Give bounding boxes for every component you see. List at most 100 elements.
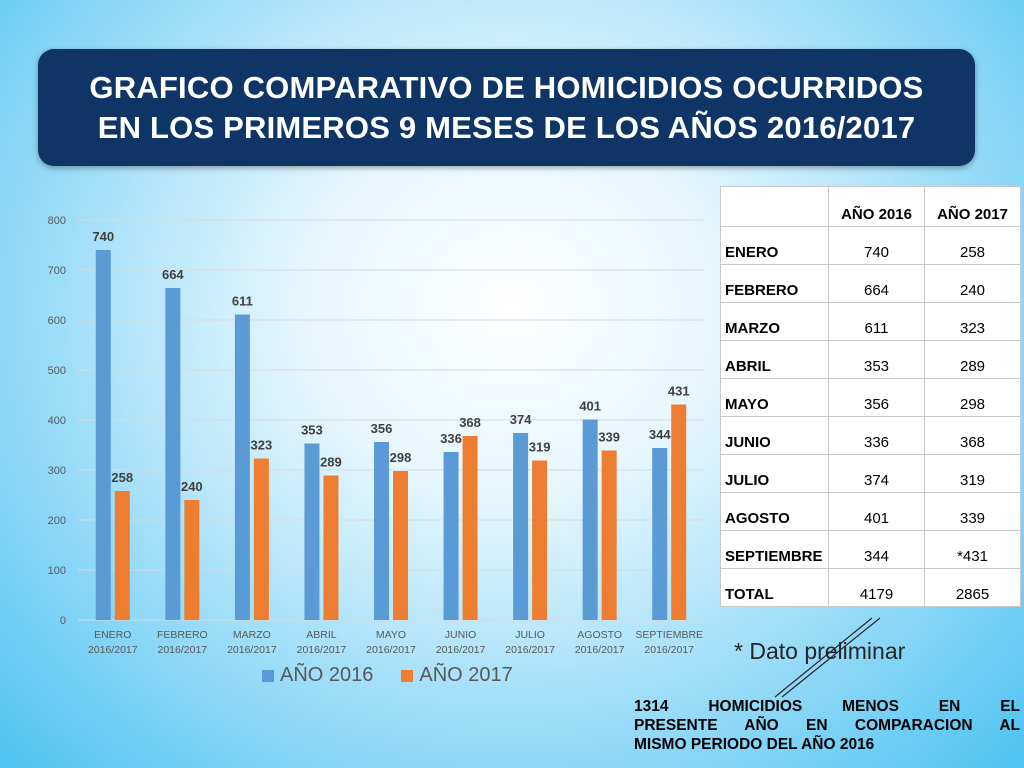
summary-line-2: PRESENTE AÑO EN COMPARACION AL: [634, 717, 1020, 734]
table-cell-month: ABRIL: [720, 340, 829, 379]
summary-text: 1314 HOMICIDIOS MENOS EN EL PRESENTE AÑO…: [634, 697, 1020, 754]
table-header-row: AÑO 2016 AÑO 2017: [720, 186, 1021, 227]
table-header-cell: [720, 186, 829, 227]
data-label-2017: 298: [390, 450, 412, 465]
data-table: AÑO 2016 AÑO 2017 ENERO 740 258 FEBRERO 664…: [720, 186, 1021, 607]
x-tick-label: ABRIL: [306, 629, 337, 641]
legend-item-2017: AÑO 2017: [401, 664, 513, 687]
data-label-2017: 339: [598, 430, 620, 445]
x-tick-label: MARZO: [233, 629, 271, 641]
bar-2017: [323, 475, 339, 620]
bar-2016: [165, 288, 181, 620]
table-row: AGOSTO 401 339: [720, 492, 1021, 531]
table-cell-2016: 611: [828, 302, 925, 341]
data-label-2017: 319: [529, 440, 551, 455]
table-cell-2016: 401: [828, 492, 925, 531]
x-tick-label: ENERO: [94, 629, 131, 641]
legend-swatch-2017: [401, 669, 414, 682]
data-label-2016: 336: [440, 431, 462, 446]
table-cell-month: SEPTIEMBRE: [720, 530, 829, 569]
data-label-2017: 258: [111, 470, 133, 485]
table-header-cell: AÑO 2017: [924, 186, 1021, 227]
table-row: JULIO 374 319: [720, 454, 1021, 493]
bar-2017: [462, 436, 478, 620]
bar-2016: [374, 442, 389, 620]
table-cell-2017: *431: [924, 530, 1021, 569]
x-tick-label: AGOSTO: [577, 629, 622, 641]
x-tick-label: 2016/2017: [297, 644, 347, 656]
bar-2017: [532, 460, 548, 620]
bar-2016: [582, 419, 598, 620]
table-cell-2017: 240: [924, 264, 1021, 303]
chart-legend: AÑO 2016 AÑO 2017: [262, 664, 541, 687]
x-tick-label: SEPTIEMBRE: [635, 629, 703, 641]
y-tick-label: 200: [48, 515, 66, 527]
legend-label-2017: AÑO 2017: [419, 664, 513, 686]
x-tick-label: JUNIO: [445, 629, 477, 641]
table-row: ENERO 740 258: [720, 226, 1021, 265]
table-cell-2017: 323: [924, 302, 1021, 341]
data-label-2016: 356: [371, 421, 393, 436]
table-header-cell: AÑO 2016: [828, 186, 925, 227]
table-cell-2016: 344: [828, 530, 925, 569]
x-tick-label: 2016/2017: [644, 644, 694, 656]
y-tick-label: 800: [48, 215, 66, 227]
table-cell-month: AGOSTO: [720, 492, 829, 531]
table-row: JUNIO 336 368: [720, 416, 1021, 455]
bar-2017: [601, 450, 617, 620]
data-label-2017: 368: [459, 415, 481, 430]
table-cell-2017: 2865: [924, 568, 1021, 607]
bar-2017: [184, 500, 200, 620]
table-cell-month: ENERO: [720, 226, 829, 265]
bar-2016: [652, 448, 668, 620]
table-cell-month: JULIO: [720, 454, 829, 493]
table-cell-2017: 289: [924, 340, 1021, 379]
data-label-2016: 374: [510, 412, 532, 427]
table-cell-2016: 740: [828, 226, 925, 265]
y-tick-label: 600: [48, 315, 66, 327]
table-cell-2016: 374: [828, 454, 925, 493]
x-tick-label: 2016/2017: [575, 644, 625, 656]
x-tick-label: 2016/2017: [158, 644, 208, 656]
title-banner: GRAFICO COMPARATIVO DE HOMICIDIOS OCURRI…: [38, 49, 975, 166]
data-label-2017: 431: [668, 384, 690, 399]
table-cell-2017: 368: [924, 416, 1021, 455]
table-cell-month: MARZO: [720, 302, 829, 341]
legend-swatch-2016: [262, 669, 274, 682]
x-tick-label: MAYO: [376, 629, 406, 641]
y-tick-label: 100: [48, 565, 66, 577]
legend-item-2016: AÑO 2016: [262, 664, 373, 687]
bar-2016: [95, 250, 111, 620]
summary-line-3: MISMO PERIODO DEL AÑO 2016: [634, 736, 875, 753]
y-tick-label: 700: [48, 265, 66, 277]
data-label-2016: 353: [301, 423, 323, 438]
table-row-total: TOTAL 4179 2865: [720, 568, 1021, 607]
x-tick-label: 2016/2017: [366, 644, 416, 656]
table-row: FEBRERO 664 240: [720, 264, 1021, 303]
x-tick-label: 2016/2017: [88, 644, 138, 656]
table-cell-2016: 4179: [828, 568, 925, 607]
bar-2016: [304, 443, 320, 620]
y-tick-label: 300: [48, 465, 66, 477]
legend-label-2016: AÑO 2016: [280, 664, 374, 686]
table-row: SEPTIEMBRE 344 *431: [720, 530, 1021, 569]
y-tick-label: 400: [48, 415, 66, 427]
y-tick-label: 500: [48, 365, 66, 377]
data-label-2017: 323: [251, 438, 273, 453]
x-tick-label: 2016/2017: [436, 644, 486, 656]
table-cell-month: MAYO: [720, 378, 829, 417]
x-tick-label: 2016/2017: [505, 644, 555, 656]
data-label-2017: 289: [320, 455, 342, 470]
table-row: MARZO 611 323: [720, 302, 1021, 341]
summary-line-1: 1314 HOMICIDIOS MENOS EN EL: [634, 698, 1020, 715]
bar-2016: [443, 452, 459, 620]
x-tick-label: FEBRERO: [157, 629, 208, 641]
table-cell-2016: 664: [828, 264, 925, 303]
bar-2017: [671, 404, 687, 620]
data-label-2016: 740: [92, 229, 114, 244]
table-cell-2017: 319: [924, 454, 1021, 493]
table-cell-2016: 356: [828, 378, 925, 417]
table-cell-2016: 336: [828, 416, 925, 455]
y-tick-label: 0: [60, 615, 66, 627]
